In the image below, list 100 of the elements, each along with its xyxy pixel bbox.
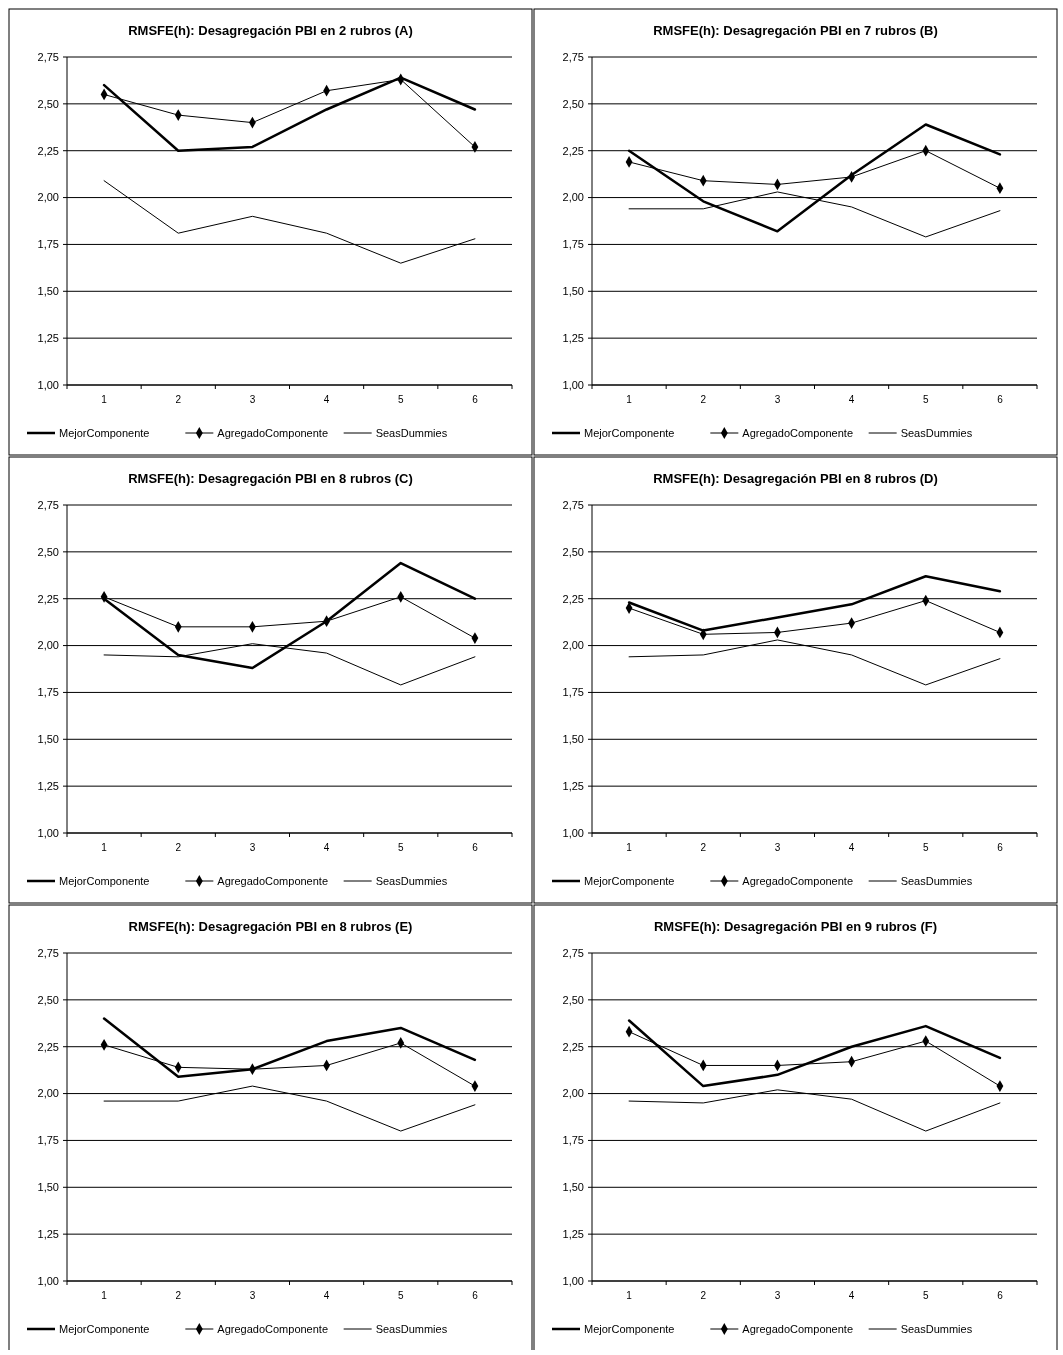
y-tick-label: 1,25 <box>37 1227 59 1240</box>
x-tick-label: 3 <box>249 394 256 405</box>
legend-label: MejorComponente <box>584 874 675 887</box>
y-tick-label: 2,75 <box>37 498 59 511</box>
x-tick-label: 4 <box>323 1290 330 1301</box>
y-tick-label: 1,00 <box>37 378 59 391</box>
x-tick-label: 2 <box>175 394 182 405</box>
y-tick-label: 2,50 <box>562 993 584 1006</box>
x-tick-label: 2 <box>700 842 707 853</box>
x-tick-label: 5 <box>397 842 404 853</box>
y-tick-label: 2,75 <box>562 50 584 63</box>
chart-title: RMSFE(h): Desagregación PBI en 7 rubros (B) <box>653 23 938 38</box>
y-tick-label: 2,75 <box>37 50 59 63</box>
x-tick-label: 6 <box>472 394 479 405</box>
legend-label: AgregadoComponente <box>217 426 329 439</box>
legend-label: SeasDummies <box>900 874 973 887</box>
y-tick-label: 2,50 <box>37 993 59 1006</box>
y-tick-label: 2,00 <box>37 191 59 204</box>
legend-label: MejorComponente <box>584 1322 675 1335</box>
legend-label: MejorComponente <box>59 426 150 439</box>
y-tick-label: 1,75 <box>562 686 584 699</box>
chart-title: RMSFE(h): Desagregación PBI en 8 rubros (C) <box>128 471 413 486</box>
y-tick-label: 1,75 <box>37 686 59 699</box>
x-tick-label: 4 <box>848 1290 855 1301</box>
x-tick-label: 1 <box>101 394 108 405</box>
x-tick-label: 6 <box>472 1290 479 1301</box>
x-tick-label: 2 <box>175 842 182 853</box>
chart-title: RMSFE(h): Desagregación PBI en 9 rubros (F) <box>653 919 938 934</box>
x-tick-label: 6 <box>472 842 479 853</box>
legend-label: SeasDummies <box>375 1322 448 1335</box>
y-tick-label: 1,50 <box>562 285 584 298</box>
x-tick-label: 4 <box>323 394 330 405</box>
x-tick-label: 3 <box>774 1290 781 1301</box>
y-tick-label: 2,75 <box>562 498 584 511</box>
x-tick-label: 4 <box>848 394 855 405</box>
x-tick-label: 2 <box>175 1290 182 1301</box>
y-tick-label: 1,75 <box>562 238 584 251</box>
x-tick-label: 6 <box>997 1290 1004 1301</box>
y-tick-label: 1,25 <box>37 331 59 344</box>
y-tick-label: 1,00 <box>37 1274 59 1287</box>
legend-label: MejorComponente <box>59 1322 150 1335</box>
legend-label: AgregadoComponente <box>742 426 854 439</box>
y-tick-label: 1,00 <box>562 378 584 391</box>
y-tick-label: 2,50 <box>562 545 584 558</box>
x-tick-label: 3 <box>249 1290 256 1301</box>
x-tick-label: 4 <box>848 842 855 853</box>
y-tick-label: 1,00 <box>37 826 59 839</box>
y-tick-label: 2,00 <box>562 1087 584 1100</box>
x-tick-label: 1 <box>626 394 633 405</box>
y-tick-label: 2,75 <box>562 946 584 959</box>
y-tick-label: 1,75 <box>37 1134 59 1147</box>
legend-label: AgregadoComponente <box>217 1322 329 1335</box>
y-tick-label: 2,25 <box>37 592 59 605</box>
legend-label: AgregadoComponente <box>217 874 329 887</box>
y-tick-label: 1,50 <box>37 1181 59 1194</box>
x-tick-label: 6 <box>997 842 1004 853</box>
x-tick-label: 5 <box>397 1290 404 1301</box>
y-tick-label: 1,75 <box>37 238 59 251</box>
y-tick-label: 2,25 <box>37 1040 59 1053</box>
x-tick-label: 5 <box>922 394 929 405</box>
y-tick-label: 2,00 <box>562 639 584 652</box>
legend-label: AgregadoComponente <box>742 874 854 887</box>
x-tick-label: 4 <box>323 842 330 853</box>
x-tick-label: 3 <box>774 842 781 853</box>
y-tick-label: 2,00 <box>37 1087 59 1100</box>
x-tick-label: 1 <box>626 1290 633 1301</box>
x-tick-label: 6 <box>997 394 1004 405</box>
y-tick-label: 1,25 <box>37 779 59 792</box>
chart-title: RMSFE(h): Desagregación PBI en 8 rubros (D) <box>653 471 938 486</box>
y-tick-label: 1,50 <box>562 1181 584 1194</box>
y-tick-label: 1,25 <box>562 779 584 792</box>
y-tick-label: 1,25 <box>562 331 584 344</box>
y-tick-label: 2,75 <box>37 946 59 959</box>
y-tick-label: 1,50 <box>562 733 584 746</box>
legend-label: SeasDummies <box>375 874 448 887</box>
y-tick-label: 1,00 <box>562 1274 584 1287</box>
legend-label: SeasDummies <box>900 426 973 439</box>
x-tick-label: 2 <box>700 1290 707 1301</box>
y-tick-label: 2,50 <box>562 97 584 110</box>
x-tick-label: 2 <box>700 394 707 405</box>
chart-title: RMSFE(h): Desagregación PBI en 2 rubros (A) <box>128 23 413 38</box>
y-tick-label: 1,25 <box>562 1227 584 1240</box>
x-tick-label: 1 <box>101 1290 108 1301</box>
x-tick-label: 3 <box>774 394 781 405</box>
y-tick-label: 2,00 <box>37 639 59 652</box>
y-tick-label: 2,25 <box>562 1040 584 1053</box>
chart-title: RMSFE(h): Desagregación PBI en 8 rubros (E) <box>128 919 413 934</box>
y-tick-label: 1,50 <box>37 733 59 746</box>
legend-label: MejorComponente <box>584 426 675 439</box>
x-tick-label: 1 <box>101 842 108 853</box>
legend-label: SeasDummies <box>900 1322 973 1335</box>
x-tick-label: 5 <box>922 1290 929 1301</box>
legend-label: SeasDummies <box>375 426 448 439</box>
x-tick-label: 1 <box>626 842 633 853</box>
x-tick-label: 3 <box>249 842 256 853</box>
legend-label: AgregadoComponente <box>742 1322 854 1335</box>
y-tick-label: 2,50 <box>37 545 59 558</box>
y-tick-label: 2,50 <box>37 97 59 110</box>
y-tick-label: 2,25 <box>562 592 584 605</box>
legend-label: MejorComponente <box>59 874 150 887</box>
